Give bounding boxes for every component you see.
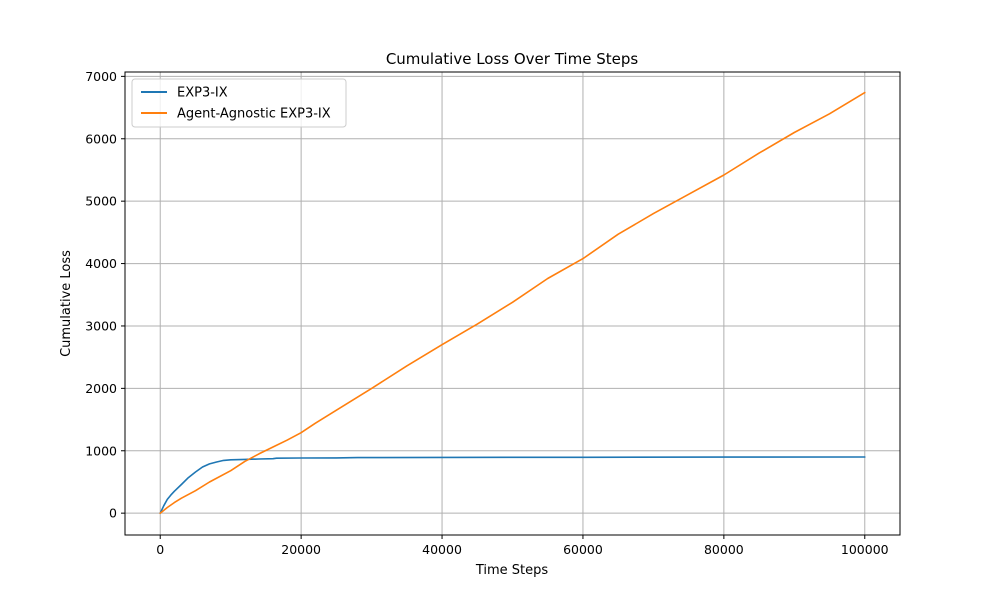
y-tick-label: 0 [109, 506, 117, 521]
y-tick-label: 3000 [85, 318, 117, 333]
y-tick-label: 5000 [85, 194, 117, 209]
y-axis-label: Cumulative Loss [59, 250, 74, 357]
x-tick-label: 40000 [422, 542, 462, 557]
legend-label-agent-agnostic-exp3-ix: Agent-Agnostic EXP3-IX [177, 107, 331, 122]
x-axis-label: Time Steps [475, 563, 549, 578]
grid [125, 72, 900, 535]
legend-box [131, 78, 347, 128]
legend: EXP3-IX Agent-Agnostic EXP3-IX [131, 78, 347, 128]
y-tick-label: 1000 [85, 443, 117, 458]
plot-frame [124, 71, 901, 536]
axis-ticks: 0 20000 40000 60000 80000 100000 0 1000 2000 3000… [85, 69, 888, 557]
y-tick-label: 4000 [85, 256, 117, 271]
series-line-exp3-ix [159, 456, 866, 515]
x-tick-label: 20000 [281, 542, 321, 557]
x-tick-label: 100000 [841, 542, 889, 557]
x-tick-label: 80000 [704, 542, 744, 557]
legend-label-exp3-ix: EXP3-IX [177, 86, 228, 101]
series-lines [159, 91, 866, 515]
x-tick-label: 0 [156, 542, 164, 557]
y-tick-label: 6000 [85, 131, 117, 146]
y-tick-label: 2000 [85, 381, 117, 396]
series-line-agent-agnostic-exp3-ix [159, 91, 866, 515]
x-tick-label: 60000 [563, 542, 603, 557]
chart-title: Cumulative Loss Over Time Steps [386, 50, 639, 68]
y-tick-label: 7000 [85, 69, 117, 84]
